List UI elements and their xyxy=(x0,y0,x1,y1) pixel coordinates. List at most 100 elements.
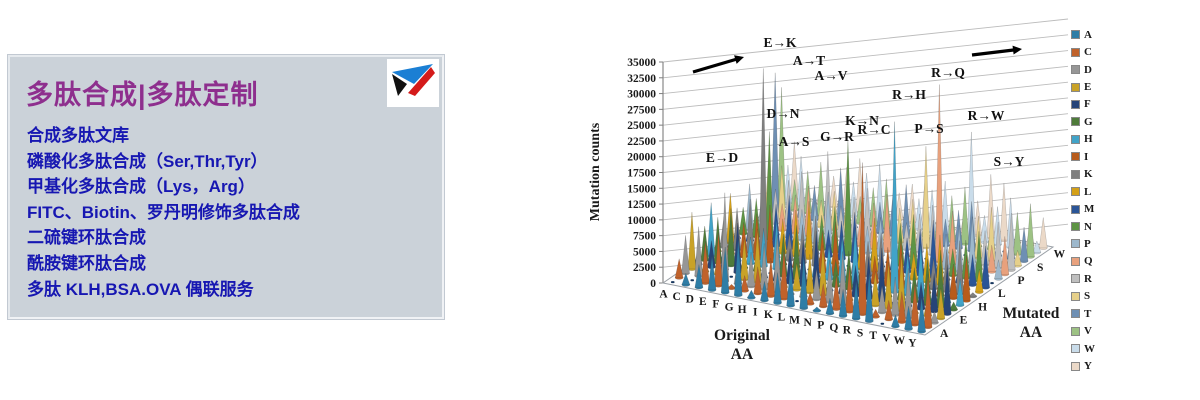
legend-item: Q xyxy=(1071,253,1095,270)
annotation-label: A→T xyxy=(793,53,825,68)
cone xyxy=(773,272,782,305)
logo-top-face xyxy=(392,64,433,84)
annotation-label: R→Q xyxy=(931,65,965,80)
annotation-label: R→H xyxy=(892,87,926,102)
promo-service-item: 磷酸化多肽合成（Ser,Thr,Tyr） xyxy=(27,151,268,171)
cone xyxy=(999,183,1009,243)
y-tick-label: 17500 xyxy=(627,168,656,180)
cone xyxy=(786,263,795,308)
legend-swatch-icon xyxy=(1071,82,1080,92)
cone xyxy=(812,306,822,313)
cone xyxy=(765,204,775,264)
y-tick-label: 25000 xyxy=(627,120,656,132)
y-tick-label: 20000 xyxy=(627,152,656,164)
cone xyxy=(975,269,984,294)
cone xyxy=(865,271,874,323)
cone xyxy=(832,274,841,311)
logo-right-face xyxy=(408,67,435,96)
legend-item: D xyxy=(1071,61,1095,78)
y-axis-title: Mutation counts xyxy=(588,122,603,221)
cone xyxy=(1039,217,1048,250)
y-tick-label: 15000 xyxy=(627,183,656,195)
cone xyxy=(804,201,814,260)
cone xyxy=(701,241,710,285)
cone xyxy=(838,289,848,318)
cone xyxy=(805,291,815,306)
legend-swatch-icon xyxy=(1071,187,1080,197)
legend-label: V xyxy=(1084,325,1092,338)
cone xyxy=(858,162,867,316)
legend-swatch-icon xyxy=(1071,361,1080,371)
legend-swatch-icon xyxy=(1071,117,1080,127)
x-tick-label: H xyxy=(738,304,747,316)
cone xyxy=(994,259,1003,281)
x-tick-label: M xyxy=(789,314,800,326)
svg-text:Mutated: Mutated xyxy=(1003,305,1060,322)
legend-item: V xyxy=(1071,322,1095,339)
legend-item: N xyxy=(1071,218,1095,235)
legend-swatch-icon xyxy=(1071,274,1080,284)
legend-swatch-icon xyxy=(1071,326,1080,336)
legend-item: F xyxy=(1071,96,1095,113)
direction-arrows xyxy=(692,45,1022,74)
cone xyxy=(845,266,854,314)
legend-label: H xyxy=(1084,133,1093,146)
legend-item: I xyxy=(1071,148,1095,165)
legend-swatch-icon xyxy=(1071,134,1080,144)
z-tick-label: W xyxy=(1054,249,1066,261)
logo-left-face xyxy=(392,74,407,96)
cone xyxy=(923,274,933,329)
y-tick-label: 22500 xyxy=(627,136,656,148)
legend-label: E xyxy=(1084,81,1092,94)
x-tick-label: D xyxy=(686,294,694,306)
legend-label: L xyxy=(1084,185,1092,198)
annotation-label: R→W xyxy=(968,108,1005,123)
cone xyxy=(1019,226,1029,263)
annotation-label: G→R xyxy=(820,129,854,144)
legend-label: F xyxy=(1084,98,1091,111)
cone xyxy=(1013,212,1022,257)
z-tick-label: A xyxy=(940,328,949,340)
legend-label: T xyxy=(1084,307,1092,320)
legend-label: S xyxy=(1084,290,1091,303)
x-axis-title: Original AA xyxy=(714,327,771,363)
x-tick-label: Q xyxy=(829,322,838,334)
promo-service-item: 二硫键环肽合成 xyxy=(27,228,146,248)
cone xyxy=(960,186,970,246)
cone xyxy=(746,252,756,289)
x-tick-label: S xyxy=(857,327,863,339)
annotation-label: S→Y xyxy=(994,154,1025,169)
annotation-label: E→D xyxy=(706,150,739,165)
arrow-icon xyxy=(734,55,744,64)
legend-label: Q xyxy=(1084,255,1093,268)
x-tick-label: W xyxy=(894,335,906,347)
svg-text:Original: Original xyxy=(714,327,771,344)
annotation-label: D→N xyxy=(767,106,800,121)
cone xyxy=(727,284,737,290)
legend-label: W xyxy=(1084,342,1095,355)
x-tick-label: V xyxy=(882,333,891,345)
legend-label: P xyxy=(1084,237,1091,250)
legend-item: C xyxy=(1071,43,1095,60)
legend-swatch-icon xyxy=(1071,152,1080,162)
cone xyxy=(987,245,996,274)
x-tick-label: P xyxy=(817,320,824,332)
z-tick-label: H xyxy=(978,301,987,313)
cone xyxy=(851,280,861,321)
legend-label: Y xyxy=(1084,360,1092,373)
cone xyxy=(766,257,776,298)
z-axis-title: Mutated AA xyxy=(1003,305,1060,341)
legend-item: R xyxy=(1071,270,1095,287)
promo-service-item: 合成多肽文库 xyxy=(27,126,129,145)
x-tick-label: I xyxy=(753,307,758,319)
cone xyxy=(1032,240,1042,255)
annotation-label: K→N xyxy=(845,113,879,128)
arrow-icon xyxy=(1012,45,1022,55)
y-axis: 0 2500 5000 7500 10000 12500 15000 17500 20000 22… xyxy=(588,57,664,290)
legend-item: Y xyxy=(1071,357,1095,374)
y-tick-label: 2500 xyxy=(633,262,656,274)
triangle-logo-icon xyxy=(392,64,435,96)
cone xyxy=(799,255,808,310)
